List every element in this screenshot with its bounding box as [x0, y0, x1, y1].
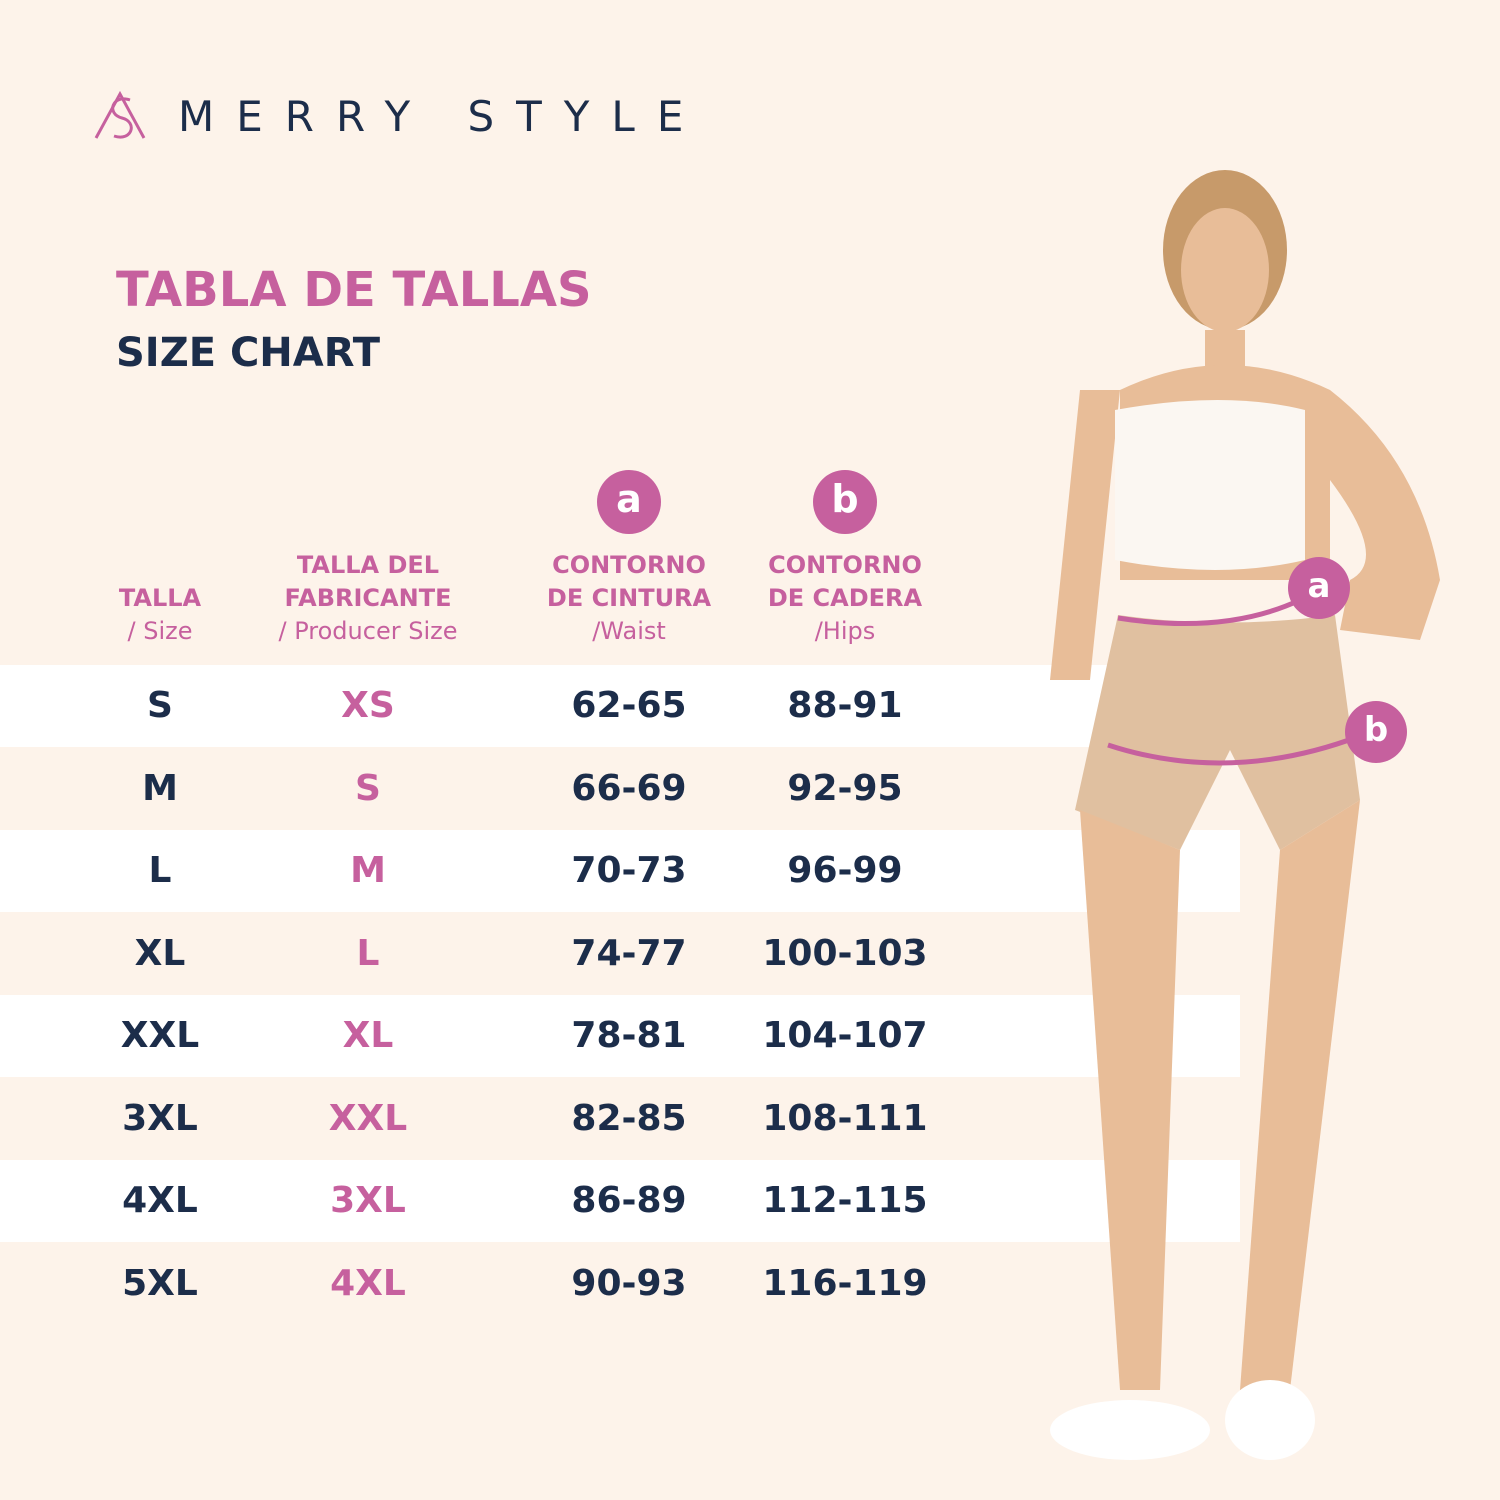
table-cell: 4XL — [330, 1262, 406, 1304]
header-sub: / Size — [127, 617, 193, 645]
table-cell: 86-89 — [571, 1180, 687, 1221]
title: TABLA DE TALLAS — [116, 262, 592, 318]
table-cell: 112-115 — [762, 1180, 928, 1221]
header-line: CONTORNO — [552, 551, 706, 579]
subtitle: SIZE CHART — [116, 330, 381, 376]
table-cell: 5XL — [122, 1262, 198, 1304]
marker-a: a — [1288, 557, 1350, 619]
header-line: TALLA — [118, 584, 202, 612]
table-cell: 116-119 — [762, 1262, 928, 1304]
table-cell: 82-85 — [571, 1097, 687, 1139]
column-header: CONTORNO DE CADERA/Hips — [715, 549, 975, 648]
table-row — [0, 665, 1240, 747]
table-cell: M — [350, 850, 386, 891]
header-sub: /Hips — [814, 617, 876, 645]
table-cell: 90-93 — [571, 1262, 687, 1304]
header-line: TALLA DEL — [296, 551, 440, 579]
header-line: DE CADERA — [767, 584, 923, 612]
header-line: DE CINTURA — [546, 584, 712, 612]
column-header: TALLA DEL FABRICANTE / Producer Size — [238, 549, 498, 648]
table-cell: XL — [134, 932, 186, 974]
table-cell: XS — [341, 685, 395, 726]
table-cell: M — [142, 767, 178, 809]
table-cell: 108-111 — [762, 1097, 928, 1139]
marker-b: b — [1345, 701, 1407, 763]
table-cell: L — [148, 850, 172, 891]
table-cell: XXL — [328, 1097, 408, 1139]
table-cell: 4XL — [122, 1180, 198, 1221]
table-cell: XXL — [120, 1015, 200, 1056]
table-cell: S — [355, 767, 381, 809]
table-cell: 78-81 — [571, 1015, 687, 1056]
table-row — [0, 995, 1240, 1077]
column-badge: a — [597, 470, 661, 534]
table-cell: 96-99 — [787, 850, 903, 891]
table-cell: 3XL — [330, 1180, 406, 1221]
table-cell: 70-73 — [571, 850, 687, 891]
table-cell: XL — [342, 1015, 394, 1056]
table-cell: 3XL — [122, 1097, 198, 1139]
table-row — [0, 1160, 1240, 1242]
logo-icon — [94, 90, 146, 139]
table-cell: 104-107 — [762, 1015, 928, 1056]
table-cell: 88-91 — [787, 685, 903, 726]
table-cell: 100-103 — [762, 932, 928, 974]
brand: MERRY STYLE — [178, 92, 706, 141]
table-row — [0, 830, 1240, 912]
table-cell: 92-95 — [787, 767, 903, 809]
header-line: CONTORNO — [768, 551, 922, 579]
table-cell: L — [356, 932, 380, 974]
table-cell: 74-77 — [571, 932, 687, 974]
column-header: CONTORNO DE CINTURA/Waist — [499, 549, 759, 648]
table-cell: S — [147, 685, 173, 726]
column-header: TALLA / Size — [30, 582, 290, 648]
header-sub: / Producer Size — [278, 617, 458, 645]
column-badge: b — [813, 470, 877, 534]
table-cell: 66-69 — [571, 767, 687, 809]
header-line: FABRICANTE — [284, 584, 452, 612]
model-figure — [1050, 170, 1440, 1460]
table-cell: 62-65 — [571, 685, 687, 726]
header-sub: /Waist — [592, 617, 666, 645]
